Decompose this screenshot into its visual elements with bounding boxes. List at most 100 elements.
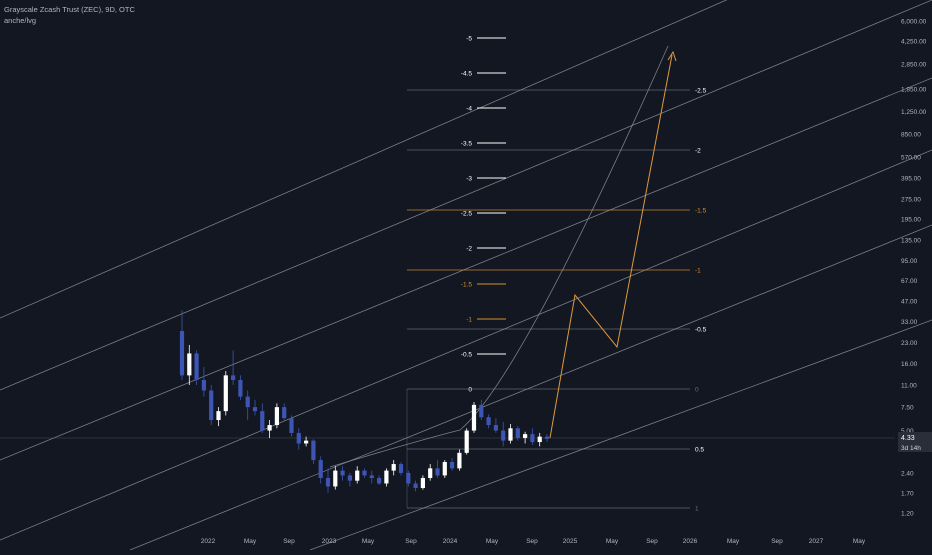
y-tick-label: 7.50	[901, 405, 914, 412]
candle-body	[216, 411, 221, 421]
x-tick-label: May	[244, 538, 257, 545]
x-tick-label: May	[606, 538, 619, 545]
candle	[420, 475, 425, 490]
fib-left-label: -4	[466, 106, 472, 113]
y-tick-label: 275.00	[901, 197, 921, 204]
y-tick-label: 195.00	[901, 216, 921, 223]
candle	[493, 418, 498, 433]
candle-body	[479, 404, 484, 418]
candle-body	[377, 477, 382, 484]
candle	[179, 310, 185, 380]
x-tick-label: 2022	[201, 538, 216, 545]
channel-line-3	[0, 149, 932, 541]
fib-left-label: -4.5	[461, 71, 473, 78]
x-tick-label: May	[362, 538, 375, 545]
candle	[223, 371, 228, 416]
candlestick-series	[179, 310, 550, 493]
x-tick-label: 2026	[683, 538, 698, 545]
candle	[245, 390, 250, 421]
candle-body	[187, 353, 192, 376]
y-tick-label: 2,850.00	[901, 62, 927, 69]
candle	[457, 449, 462, 471]
candle-body	[544, 436, 550, 439]
candle-body	[398, 464, 404, 473]
candle	[486, 414, 491, 429]
candle-body	[406, 472, 411, 484]
fib-left-label: -2	[466, 246, 472, 253]
candle-body	[464, 430, 469, 453]
candle	[501, 421, 506, 447]
candle	[464, 428, 469, 455]
candle-body	[223, 375, 228, 412]
countdown-box	[898, 442, 932, 452]
candle-body	[267, 425, 272, 431]
x-tick-label: Sep	[283, 538, 295, 545]
candle-body	[260, 411, 265, 431]
y-tick-label: 23.00	[901, 340, 918, 347]
y-tick-label: 5.00	[901, 428, 914, 435]
candle-body	[493, 425, 498, 431]
y-tick-label: 95.00	[901, 258, 918, 265]
candle-body	[523, 434, 528, 438]
candle-body	[296, 432, 301, 444]
candle-body	[231, 375, 236, 380]
candle	[252, 399, 258, 416]
fib-right-label: 0.5	[695, 447, 704, 454]
candle-body	[311, 440, 316, 461]
candle	[333, 466, 338, 490]
candle	[523, 431, 528, 444]
candle-body	[420, 477, 425, 488]
candle-body	[501, 430, 506, 441]
candle-body	[384, 470, 389, 484]
y-tick-label: 395.00	[901, 176, 921, 183]
candle	[428, 464, 433, 481]
y-tick-label: 1.70	[901, 490, 914, 497]
candle-body	[238, 379, 243, 397]
candle	[318, 456, 323, 484]
fib-left-label: -2.5	[461, 211, 473, 218]
candle-body	[252, 407, 258, 412]
candle-body	[282, 407, 287, 419]
y-tick-label: 2.40	[901, 470, 914, 477]
x-tick-label: May	[727, 538, 740, 545]
candle-body	[194, 353, 199, 380]
candle	[369, 470, 374, 484]
candle	[201, 367, 206, 397]
y-tick-label: 1,250.00	[901, 109, 927, 116]
x-tick-label: Sep	[405, 538, 417, 545]
candle-body	[347, 475, 352, 481]
candle	[340, 466, 345, 481]
time-axis: 2022 May Sep 2023 May Sep 2024 May Sep 2025 May Sep…	[201, 538, 866, 545]
fib-left-label: -3.5	[461, 141, 473, 148]
trend-arc	[329, 45, 669, 468]
fib-right-label: -0.5	[695, 327, 707, 334]
candle	[296, 428, 301, 450]
candle-body	[537, 436, 542, 443]
candle	[377, 475, 382, 485]
candle	[406, 470, 411, 487]
candle-body	[442, 462, 447, 476]
candle-body	[450, 462, 455, 469]
candle	[413, 480, 418, 492]
fib-left-label: -0.5	[461, 352, 473, 359]
fib-left-label: 0	[468, 387, 472, 394]
projection-path	[549, 50, 677, 439]
candle-body	[413, 483, 418, 488]
y-tick-label: 570.00	[901, 154, 921, 161]
price-tag-value: 4.33	[901, 435, 915, 442]
projection-arrow	[667, 50, 677, 62]
candle	[435, 460, 440, 478]
y-tick-label: 47.00	[901, 299, 918, 306]
chart-subtitle: anche/lvg	[4, 16, 37, 25]
y-tick-label: 1.20	[901, 511, 914, 518]
candle-body	[325, 477, 331, 487]
fib-right-label: -2.5	[695, 88, 707, 95]
candle	[267, 420, 272, 438]
y-tick-label: 11.00	[901, 383, 917, 390]
candle-body	[369, 475, 374, 478]
candle-body	[428, 468, 433, 478]
candle	[398, 462, 404, 476]
